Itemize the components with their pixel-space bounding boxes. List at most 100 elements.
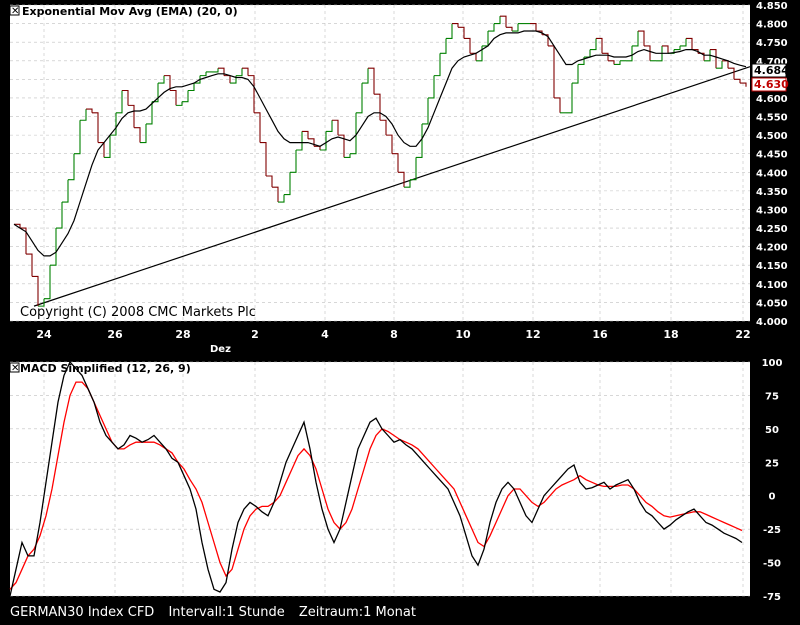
price-step [434, 53, 441, 77]
price-y-tick: 4.100 [756, 280, 788, 291]
macd-y-tick: 100 [762, 358, 783, 369]
price-step [380, 119, 387, 136]
price-step [212, 68, 219, 73]
price-step [92, 112, 99, 143]
price-y-tick: 4.600 [756, 94, 788, 105]
price-y-tick: 4.300 [756, 205, 788, 216]
price-step [554, 97, 561, 113]
macd-y-axis: 100 75 50 25 0 -25 -50 -75 [762, 358, 783, 600]
price-step [110, 112, 117, 136]
price-step [602, 52, 609, 61]
price-step [122, 89, 129, 106]
price-step [338, 134, 345, 158]
price-step [182, 90, 189, 103]
price-step [296, 131, 303, 151]
price-step [488, 23, 495, 32]
price-step [344, 153, 351, 158]
price-step [134, 127, 141, 143]
price-step [350, 112, 357, 155]
close-box[interactable] [9, 5, 20, 16]
price-step [248, 75, 255, 113]
x-tick-label: 18 [663, 328, 678, 341]
instrument-name: GERMAN30 Index CFD [10, 605, 155, 620]
price-step [386, 134, 393, 154]
price-step [86, 108, 93, 113]
price-step [242, 67, 249, 76]
price-step [266, 175, 273, 188]
price-step [14, 223, 21, 229]
price-step [494, 16, 501, 25]
price-y-tick: 4.250 [756, 224, 788, 235]
x-axis: 24 26 28 2 4 8 10 12 16 18 22 [36, 328, 750, 341]
price-step [20, 227, 27, 255]
signal-line [9, 381, 743, 590]
interval-label: Intervall:1 Stunde [168, 605, 285, 620]
x-axis-sublabel: Dez [210, 344, 231, 355]
price-y-tick: 4.150 [756, 261, 788, 272]
price-step [80, 109, 87, 121]
price-step [590, 38, 597, 51]
ema-price-badge [751, 63, 787, 78]
price-step [290, 149, 297, 173]
price-step [104, 135, 111, 158]
price-step [680, 38, 687, 47]
x-tick-label: 22 [735, 328, 750, 341]
price-y-tick: 4.750 [756, 38, 788, 49]
price-step [392, 153, 399, 173]
price-y-tick: 4.800 [756, 20, 788, 31]
price-step [164, 75, 171, 91]
price-step [638, 30, 645, 46]
price-y-tick: 4.400 [756, 168, 788, 179]
price-step [146, 101, 153, 125]
price-step [230, 75, 237, 84]
price-step [476, 45, 483, 62]
price-y-tick: 4.350 [756, 187, 788, 198]
macd-panel [10, 362, 750, 596]
price-step [662, 45, 669, 54]
price-step [626, 45, 633, 62]
chart-canvas: ✕ Exponential Mov Avg (EMA) (20, 0) Copy… [9, 1, 789, 600]
price-step [320, 131, 327, 151]
x-tick-label: 4 [321, 328, 329, 341]
price-step [200, 71, 207, 77]
price-step [176, 101, 183, 106]
price-step [128, 104, 135, 128]
price-y-tick: 4.450 [756, 150, 788, 161]
price-step [734, 78, 741, 84]
price-y-tick: 4.500 [756, 131, 788, 142]
period-label: Zeitraum:1 Monat [298, 605, 416, 620]
price-step [116, 90, 123, 114]
price-step [140, 123, 147, 144]
price-step [572, 64, 579, 84]
price-step [404, 179, 411, 188]
price-step [422, 97, 429, 125]
price-step [278, 194, 285, 203]
price-step [644, 45, 651, 61]
macd-y-tick: -25 [763, 525, 781, 536]
price-step [716, 60, 723, 69]
price-step [398, 171, 405, 188]
x-tick-label: 10 [455, 328, 471, 341]
macd-y-tick: 50 [765, 425, 779, 436]
price-y-tick: 4.050 [756, 298, 788, 309]
price-step [614, 60, 621, 66]
price-y-tick: 4.200 [756, 243, 788, 254]
macd-close-box[interactable] [9, 362, 20, 373]
price-step [704, 49, 711, 62]
price-step [710, 49, 717, 69]
trendline [33, 66, 751, 307]
macd-close-x-icon: ✕ [11, 363, 19, 374]
price-y-tick: 4.000 [756, 317, 788, 328]
price-step [368, 67, 375, 95]
price-step [302, 130, 309, 139]
close-price-badge [751, 77, 787, 92]
price-step [218, 67, 225, 76]
macd-y-tick: 0 [769, 492, 776, 503]
price-step [38, 298, 45, 307]
price-step [656, 45, 663, 62]
price-y-axis: 4.000 4.050 4.100 4.150 4.200 4.250 4.300 4.350… [756, 1, 788, 328]
price-step [194, 75, 201, 84]
price-step [416, 123, 423, 158]
price-step [326, 120, 333, 132]
price-step [236, 68, 243, 77]
